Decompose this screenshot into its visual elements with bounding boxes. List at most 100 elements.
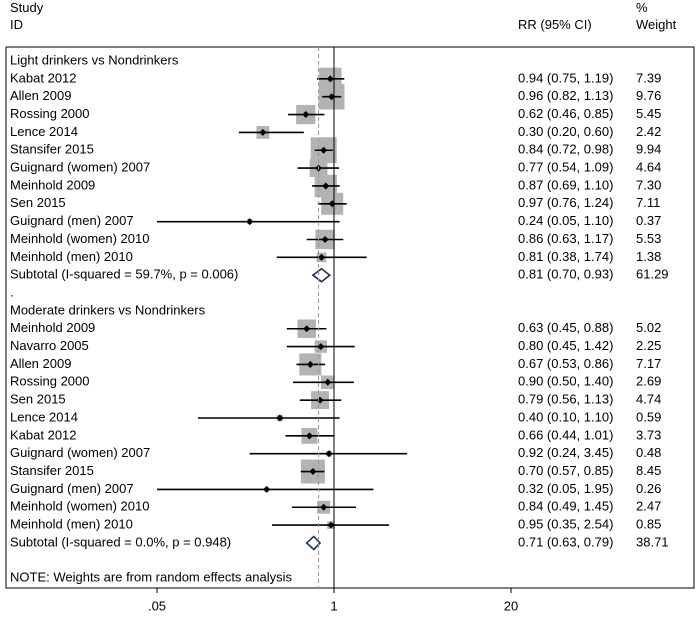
study-ci-value: 0.77 (0.54, 1.09) (518, 160, 613, 175)
study-weight-value: 4.74 (636, 392, 661, 407)
study-point-estimate (320, 503, 328, 511)
study-weight-value: 5.53 (636, 231, 661, 246)
study-ci-value: 0.62 (0.46, 0.85) (518, 106, 613, 121)
study-ci-value: 0.40 (0.10, 1.10) (518, 409, 613, 424)
study-header-label: Study (10, 0, 44, 15)
percent-header-label: % (636, 0, 648, 15)
study-label: Rossing 2000 (10, 106, 90, 121)
plot-frame (5, 46, 695, 589)
study-label: Sen 2015 (10, 392, 66, 407)
study-ci-value: 0.87 (0.69, 1.10) (518, 177, 613, 192)
study-point-estimate (306, 360, 314, 368)
study-point-estimate (259, 128, 267, 136)
study-weight-value: 1.38 (636, 249, 661, 264)
study-ci-value: 0.84 (0.72, 0.98) (518, 142, 613, 157)
study-weight-value: 9.76 (636, 88, 661, 103)
study-label: Guignard (women) 2007 (10, 445, 150, 460)
weight-boxes-layer (247, 67, 345, 529)
subtotal-ci-value: 0.81 (0.70, 0.93) (518, 267, 613, 282)
study-weight-value: 5.45 (636, 106, 661, 121)
study-point-estimate (263, 485, 271, 493)
study-ci-value: 0.90 (0.50, 1.40) (518, 374, 613, 389)
x-axis-tick-label: .05 (148, 598, 166, 613)
study-label: Allen 2009 (10, 356, 71, 371)
study-weight-value: 0.85 (636, 517, 661, 532)
study-label: Lence 2014 (10, 124, 78, 139)
study-ci-value: 0.79 (0.56, 1.13) (518, 392, 613, 407)
study-weight-value: 7.30 (636, 177, 661, 192)
study-ci-value: 0.97 (0.76, 1.24) (518, 195, 613, 210)
study-ci-value: 0.66 (0.44, 1.01) (518, 427, 613, 442)
study-label: Lence 2014 (10, 409, 78, 424)
study-point-estimate (302, 111, 310, 119)
subtotal-ci-value: 0.71 (0.63, 0.79) (518, 534, 613, 549)
study-point-estimate (321, 236, 329, 243)
study-weight-value: 5.02 (636, 320, 661, 335)
subgroup-heading: Moderate drinkers vs Nondrinkers (10, 302, 206, 317)
study-label: Kabat 2012 (10, 70, 77, 85)
study-point-estimate (305, 432, 313, 440)
rr-header-label: RR (95% CI) (518, 17, 592, 32)
study-weight-value: 2.25 (636, 338, 661, 353)
x-axis-tick-label: 1 (330, 598, 337, 613)
study-point-estimate (317, 343, 325, 351)
subtotal-label: Subtotal (I-squared = 0.0%, p = 0.948) (10, 534, 231, 549)
study-ci-value: 0.30 (0.20, 0.60) (518, 124, 613, 139)
study-weight-value: 7.11 (636, 195, 660, 210)
study-weight-value: 0.59 (636, 409, 661, 424)
study-ci-value: 0.81 (0.38, 1.74) (518, 249, 613, 264)
study-weight-value: 0.26 (636, 481, 661, 496)
study-weight-value: 0.48 (636, 445, 661, 460)
x-axis-tick-label: 20 (504, 598, 518, 613)
study-point-estimate (325, 450, 333, 458)
subtotal-diamond (305, 535, 322, 551)
study-label: Stansifer 2015 (10, 463, 94, 478)
study-label: Rossing 2000 (10, 374, 90, 389)
study-label: Guignard (men) 2007 (10, 213, 134, 228)
study-ci-value: 0.70 (0.57, 0.85) (518, 463, 613, 478)
study-weight-value: 2.69 (636, 374, 661, 389)
study-point-estimate (246, 218, 254, 226)
spacer-row: . (10, 284, 14, 299)
study-ci-value: 0.67 (0.53, 0.86) (518, 356, 613, 371)
study-ci-value: 0.86 (0.63, 1.17) (518, 231, 613, 246)
study-weight-value: 7.39 (636, 70, 661, 85)
study-weight-value: 4.64 (636, 160, 661, 175)
study-point-estimate (276, 414, 284, 422)
study-weight-value: 9.94 (636, 142, 661, 157)
study-label: Meinhold (women) 2010 (10, 499, 149, 514)
study-weight-value: 8.45 (636, 463, 661, 478)
study-point-estimate (320, 146, 328, 154)
study-point-estimate (303, 325, 311, 333)
study-point-estimate (318, 253, 326, 261)
id-header-label: ID (10, 17, 23, 32)
subtotal-diamond (311, 267, 331, 283)
study-label: Meinhold (women) 2010 (10, 231, 149, 246)
study-weight-value: 3.73 (636, 427, 661, 442)
study-label: Meinhold 2009 (10, 177, 95, 192)
study-point-estimate (322, 182, 330, 190)
weight-header-label: Weight (636, 17, 677, 32)
study-label: Stansifer 2015 (10, 142, 94, 157)
subtotal-weight-value: 38.71 (636, 534, 669, 549)
study-weight-value: 7.17 (636, 356, 661, 371)
study-label: Navarro 2005 (10, 338, 89, 353)
study-point-estimate (328, 93, 336, 101)
study-label: Guignard (women) 2007 (10, 160, 150, 175)
study-point-estimate (326, 75, 334, 83)
study-point-estimate (324, 378, 332, 386)
study-weight-value: 2.47 (636, 499, 661, 514)
study-weight-value: 2.42 (636, 124, 661, 139)
study-label: Kabat 2012 (10, 427, 77, 442)
study-ci-value: 0.80 (0.45, 1.42) (518, 338, 613, 353)
subtotal-weight-value: 61.29 (636, 267, 669, 282)
subtotal-label: Subtotal (I-squared = 59.7%, p = 0.006) (10, 267, 238, 282)
study-label: Sen 2015 (10, 195, 66, 210)
study-ci-value: 0.96 (0.82, 1.13) (518, 88, 613, 103)
study-label: Guignard (men) 2007 (10, 481, 134, 496)
study-ci-value: 0.84 (0.49, 1.45) (518, 499, 613, 514)
study-point-estimate (327, 521, 335, 529)
study-ci-value: 0.63 (0.45, 0.88) (518, 320, 613, 335)
study-ci-value: 0.94 (0.75, 1.19) (518, 70, 613, 85)
